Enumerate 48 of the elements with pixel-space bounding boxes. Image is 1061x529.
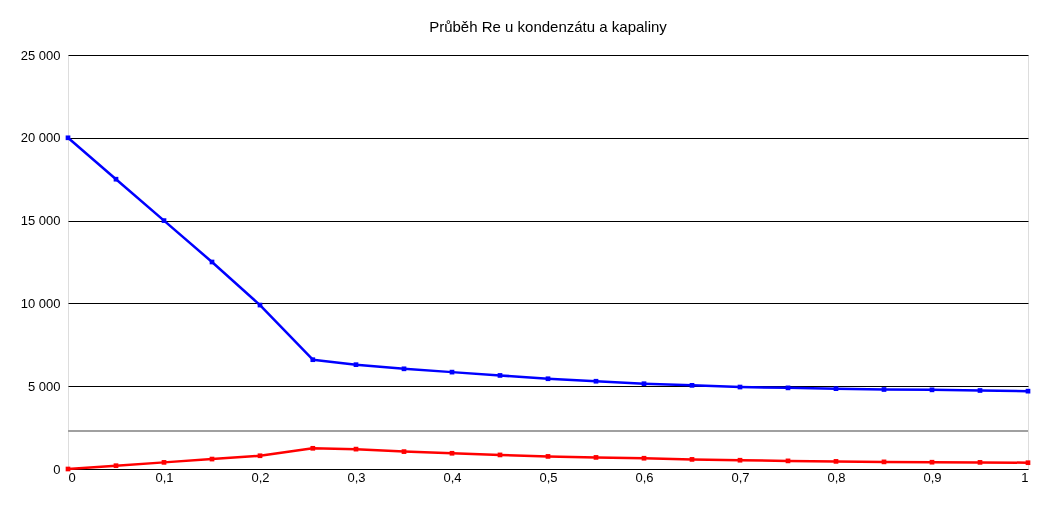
point	[929, 459, 935, 465]
point	[689, 383, 695, 388]
point	[737, 457, 743, 463]
point	[161, 218, 167, 223]
point	[310, 357, 316, 363]
point	[353, 362, 359, 368]
x-tick-label: 0,9	[923, 469, 942, 485]
point	[689, 457, 695, 462]
point	[401, 449, 407, 454]
point	[977, 388, 983, 393]
x-tick-label: 0,1	[155, 469, 174, 485]
point	[113, 463, 119, 469]
x-tick-label: 0,2	[251, 469, 270, 485]
x-tick-label: 0,8	[827, 469, 846, 485]
point	[449, 450, 455, 456]
point	[929, 387, 935, 393]
point	[113, 176, 119, 182]
point	[977, 460, 983, 465]
point	[545, 454, 551, 459]
y-tick-label: 20 000	[20, 130, 61, 146]
point	[545, 376, 551, 382]
y-tick-label: 10 000	[20, 295, 61, 311]
point	[593, 378, 599, 384]
point	[833, 459, 839, 464]
point	[1025, 388, 1031, 394]
y-tick-label: 5 000	[27, 378, 61, 394]
point	[833, 386, 839, 392]
point	[401, 366, 407, 372]
point	[310, 445, 316, 451]
point	[497, 373, 503, 378]
point	[641, 381, 647, 387]
x-tick-label: 0,5	[539, 469, 558, 485]
point	[1025, 460, 1031, 466]
x-tick-label: 0,3	[347, 469, 366, 485]
point	[881, 387, 887, 392]
y-tick-label: 25 000	[20, 47, 61, 63]
point	[65, 135, 71, 141]
point	[257, 453, 263, 459]
chart-title: Průběh Re u kondenzátu a kapaliny	[429, 18, 668, 35]
point	[641, 455, 647, 461]
x-tick-label: 0	[68, 469, 76, 485]
x-tick-label: 1	[1021, 469, 1029, 485]
x-tick-label: 0,4	[443, 469, 462, 485]
point	[161, 460, 167, 465]
x-tick-label: 0,6	[635, 469, 654, 485]
point	[593, 455, 599, 460]
y-tick-label: 15 000	[20, 213, 61, 229]
x-tick-label: 0,7	[731, 469, 750, 485]
